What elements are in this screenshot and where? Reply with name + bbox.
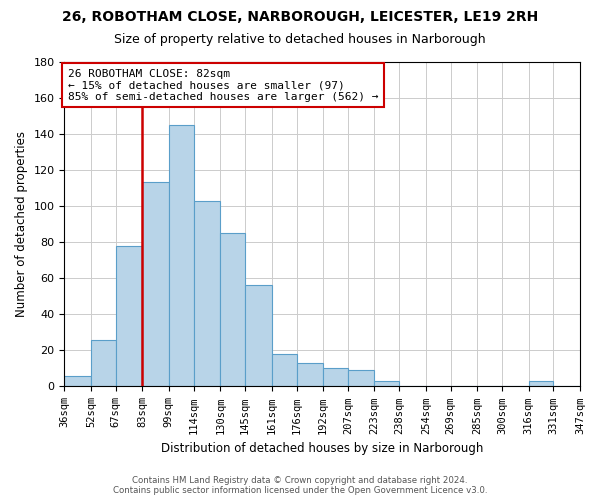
Text: 26, ROBOTHAM CLOSE, NARBOROUGH, LEICESTER, LE19 2RH: 26, ROBOTHAM CLOSE, NARBOROUGH, LEICESTE… [62,10,538,24]
Bar [220,233,245,386]
Bar [296,363,323,386]
Bar [116,246,142,386]
Text: Contains HM Land Registry data © Crown copyright and database right 2024.
Contai: Contains HM Land Registry data © Crown c… [113,476,487,495]
Bar [529,381,553,386]
Bar [142,182,169,386]
Bar [245,286,272,386]
Y-axis label: Number of detached properties: Number of detached properties [15,131,28,317]
X-axis label: Distribution of detached houses by size in Narborough: Distribution of detached houses by size … [161,442,484,455]
Bar [374,381,399,386]
Bar [348,370,374,386]
Bar [194,200,220,386]
Bar [272,354,296,386]
Bar [64,376,91,386]
Text: 26 ROBOTHAM CLOSE: 82sqm
← 15% of detached houses are smaller (97)
85% of semi-d: 26 ROBOTHAM CLOSE: 82sqm ← 15% of detach… [68,68,378,102]
Text: Size of property relative to detached houses in Narborough: Size of property relative to detached ho… [114,32,486,46]
Bar [169,124,194,386]
Bar [323,368,348,386]
Bar [91,340,116,386]
